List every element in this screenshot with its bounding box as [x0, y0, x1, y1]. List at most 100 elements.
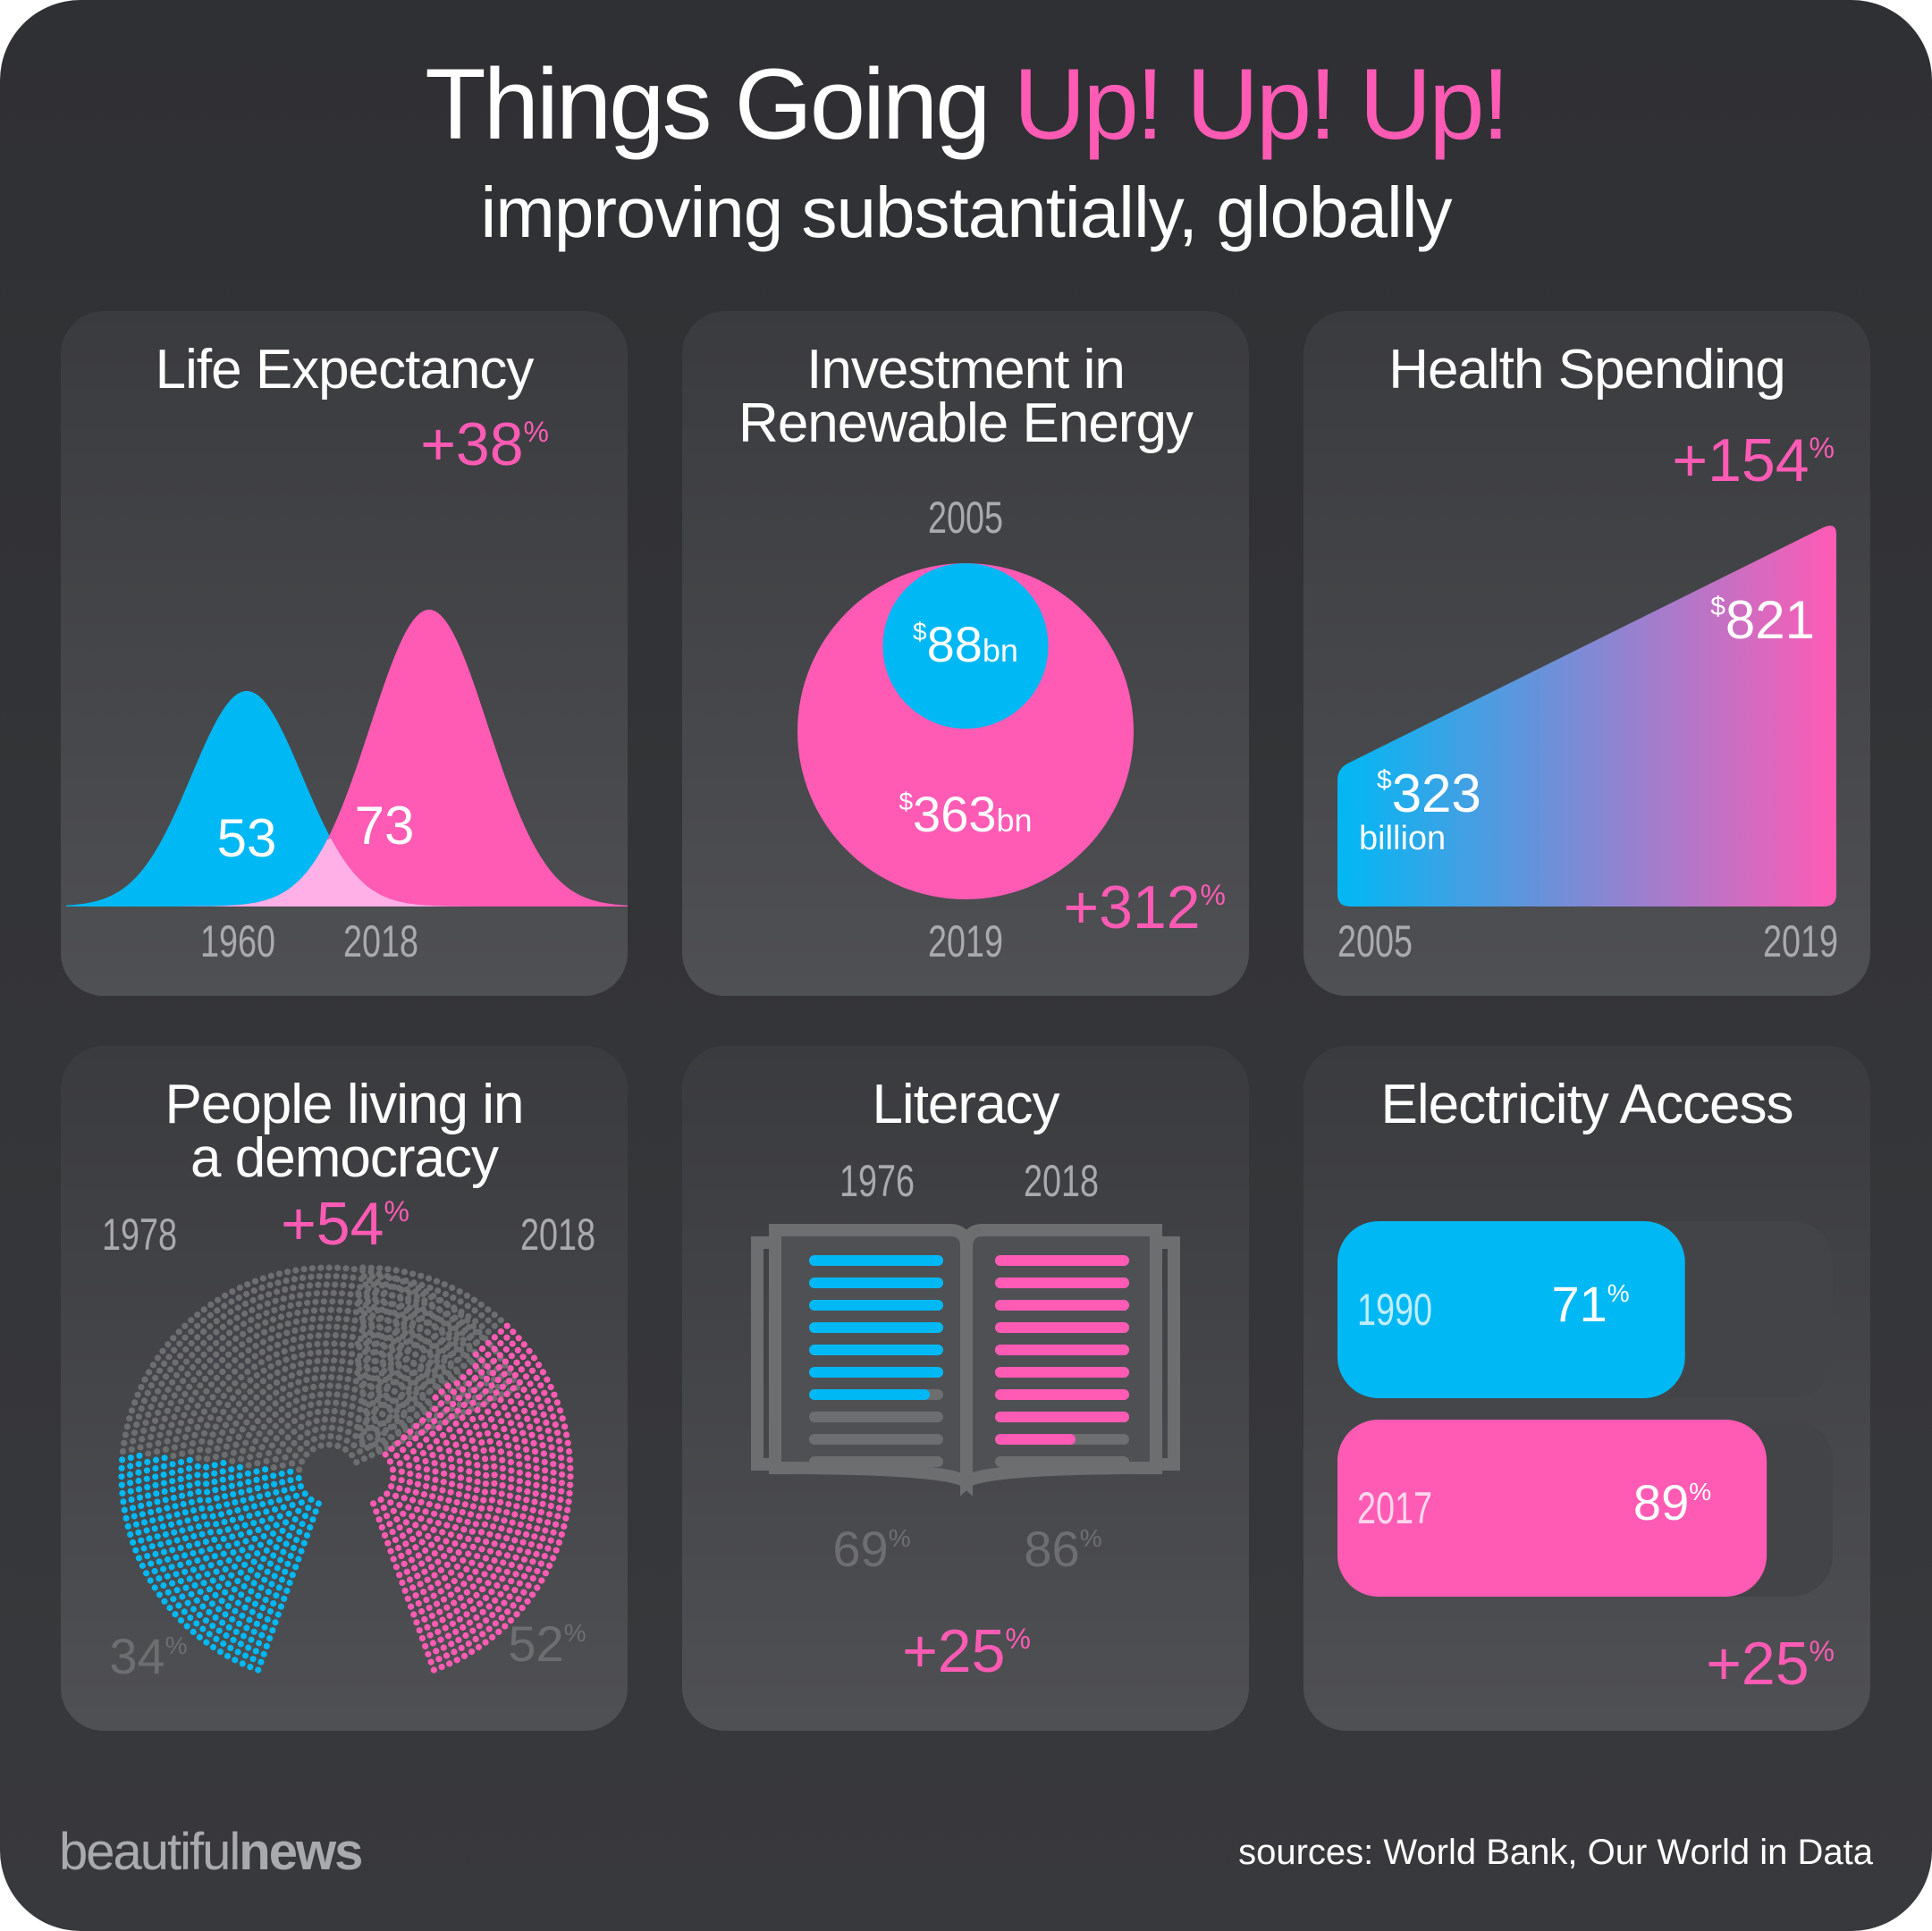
seat-dot — [503, 1535, 510, 1542]
seat-dot — [466, 1334, 473, 1341]
seat-dot — [171, 1444, 178, 1451]
seat-dot — [160, 1548, 167, 1556]
seat-dot — [469, 1415, 477, 1423]
seat-dot — [375, 1315, 383, 1323]
seat-dot — [419, 1405, 426, 1412]
seat-dot — [524, 1488, 531, 1495]
seat-dot — [363, 1289, 370, 1296]
seat-dot — [494, 1566, 502, 1573]
seat-dot — [350, 1325, 358, 1332]
seat-dot — [342, 1392, 349, 1399]
seat-dot — [188, 1328, 195, 1336]
seat-dot — [214, 1307, 221, 1314]
seat-dot — [326, 1382, 333, 1389]
seat-dot — [512, 1436, 519, 1443]
seat-dot — [452, 1441, 460, 1448]
seat-dot — [495, 1440, 503, 1447]
seat-dot — [225, 1362, 232, 1370]
seat-dot — [388, 1434, 395, 1441]
seat-dot — [293, 1536, 300, 1544]
seat-dot — [309, 1315, 316, 1323]
seat-dot — [528, 1431, 536, 1438]
seat-dot — [550, 1469, 557, 1476]
seat-dot — [291, 1407, 299, 1414]
seat-dot — [272, 1400, 279, 1407]
seat-dot — [230, 1490, 237, 1498]
seat-dot — [525, 1471, 532, 1479]
seat-dot — [543, 1419, 550, 1426]
seat-dot — [510, 1602, 517, 1609]
seat-dot — [411, 1379, 419, 1387]
seat-dot — [541, 1553, 548, 1560]
seat-dot — [247, 1400, 254, 1407]
text-line-filled — [809, 1345, 943, 1355]
seat-dot — [289, 1501, 296, 1509]
seat-dot — [308, 1496, 315, 1504]
seat-dot — [382, 1451, 389, 1458]
seat-dot — [154, 1533, 161, 1540]
seat-dot — [188, 1498, 195, 1505]
seat-dot — [478, 1311, 485, 1319]
seat-dot — [354, 1357, 361, 1364]
seat-dot — [477, 1414, 485, 1421]
seat-dot — [259, 1338, 266, 1345]
seat-dot — [398, 1552, 405, 1559]
seat-dot — [253, 1405, 260, 1412]
seat-dot — [228, 1594, 235, 1601]
change-label: +25% — [902, 1617, 1031, 1685]
seat-dot — [172, 1503, 179, 1510]
seat-dot — [432, 1405, 439, 1412]
seat-dot — [213, 1374, 221, 1381]
amount: 88 — [927, 616, 983, 672]
seat-dot — [423, 1482, 430, 1490]
seat-dot — [197, 1446, 204, 1454]
seat-dot — [440, 1346, 447, 1354]
seat-dot — [399, 1579, 406, 1587]
seat-dot — [419, 1449, 426, 1457]
brand-bold: news — [239, 1823, 363, 1881]
seat-dot — [269, 1627, 276, 1634]
seat-dot — [266, 1607, 274, 1615]
seat-dot — [286, 1311, 293, 1319]
seat-dot — [394, 1428, 401, 1436]
seat-dot — [478, 1345, 485, 1353]
seat-dot — [425, 1423, 432, 1430]
seat-dot — [195, 1522, 202, 1530]
seat-dot — [381, 1531, 389, 1539]
seat-dot — [553, 1521, 560, 1528]
seat-dot — [367, 1315, 375, 1322]
seat-dot — [474, 1478, 481, 1486]
seat-dot — [151, 1584, 158, 1591]
seat-dot — [261, 1623, 268, 1631]
seat-dot — [314, 1408, 322, 1415]
seat-dot — [446, 1612, 453, 1619]
seat-dot — [255, 1312, 262, 1320]
seat-dot — [466, 1323, 473, 1330]
seat-dot — [135, 1486, 142, 1493]
seat-dot — [317, 1442, 325, 1449]
seat-dot — [401, 1434, 408, 1441]
seat-dot — [224, 1526, 232, 1533]
seat-dot — [202, 1471, 209, 1479]
seat-dot — [168, 1421, 175, 1429]
seat-dot — [310, 1307, 318, 1314]
seat-dot — [434, 1363, 442, 1370]
seat-dot — [254, 1572, 261, 1579]
seat-dot — [314, 1340, 321, 1347]
seat-dot — [149, 1425, 156, 1432]
seat-dot — [446, 1426, 453, 1433]
seat-dot — [516, 1469, 523, 1476]
seat-dot — [497, 1590, 504, 1598]
seat-dot — [385, 1274, 392, 1281]
seat-dot — [201, 1375, 209, 1382]
seat-dot — [284, 1495, 291, 1502]
seat-dot — [430, 1666, 437, 1674]
year-label-1960: 1960 — [200, 916, 275, 966]
seat-dot — [417, 1326, 424, 1333]
seat-dot — [392, 1564, 400, 1571]
seat-dot — [432, 1468, 439, 1475]
seat-dot — [225, 1556, 232, 1564]
year-label-2017: 2017 — [1357, 1483, 1432, 1533]
seat-dot — [447, 1325, 454, 1332]
seat-dot — [381, 1367, 388, 1375]
